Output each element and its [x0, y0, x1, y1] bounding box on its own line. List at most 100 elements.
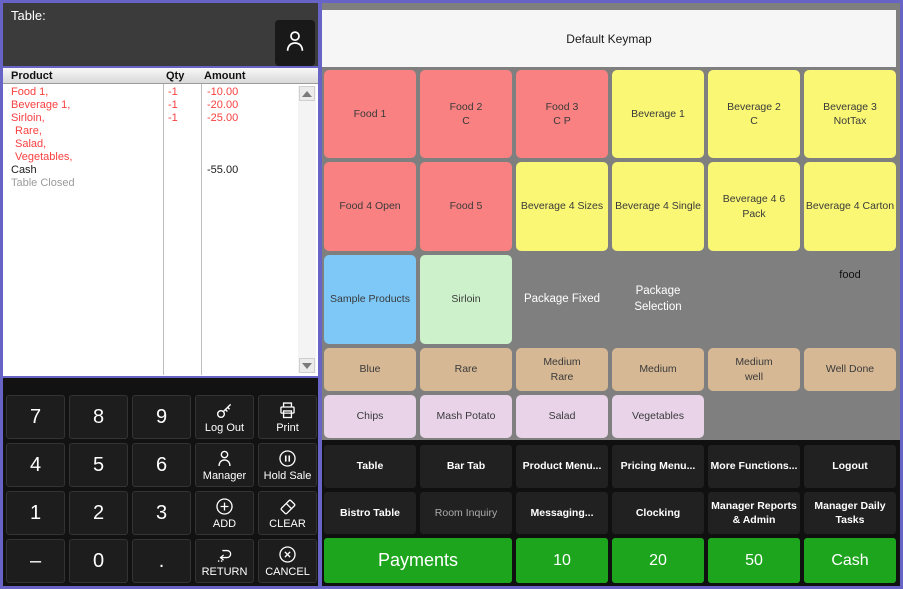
- order-cell: Table Closed: [11, 177, 75, 189]
- keymap-button-bar-tab[interactable]: Bar Tab: [420, 445, 512, 488]
- keymap-button-well-done[interactable]: Well Done: [804, 348, 896, 391]
- keymap-button-messaging[interactable]: Messaging...: [516, 492, 608, 534]
- keypad-add[interactable]: ADD: [195, 491, 254, 535]
- order-row-beverage-1[interactable]: Beverage 1, -1 -20.00: [3, 99, 318, 112]
- order-row-salad[interactable]: Salad,: [3, 138, 318, 151]
- scroll-up-icon: [302, 90, 312, 97]
- order-cell: -25.00: [207, 112, 239, 124]
- order-row-table-closed[interactable]: Table Closed: [3, 177, 318, 190]
- keypad-clear[interactable]: CLEAR: [258, 491, 317, 535]
- scroll-down-button[interactable]: [299, 358, 315, 373]
- order-cell: -1: [168, 86, 178, 98]
- keypad-return[interactable]: RETURN: [195, 539, 254, 583]
- keymap-button-beverage-3-nottax[interactable]: Beverage 3 NotTax: [804, 70, 896, 158]
- keymap-button-sirloin[interactable]: Sirloin: [420, 255, 512, 344]
- keypad-0[interactable]: 0: [69, 539, 128, 583]
- order-cell: -10.00: [207, 86, 239, 98]
- keypad-7[interactable]: 7: [6, 395, 65, 439]
- key-icon: [214, 400, 235, 421]
- keypad-3[interactable]: 3: [132, 491, 191, 535]
- keymap-button-food-1[interactable]: Food 1: [324, 70, 416, 158]
- keymap-button-food-3-c-p[interactable]: Food 3 C P: [516, 70, 608, 158]
- keypad-cancel[interactable]: CANCEL: [258, 539, 317, 583]
- keymap-button-food-5[interactable]: Food 5: [420, 162, 512, 251]
- keymap-button-sample-products[interactable]: Sample Products: [324, 255, 416, 344]
- order-cell: -55.00: [207, 164, 239, 176]
- keypad-1[interactable]: 1: [6, 491, 65, 535]
- keymap-button-manager-daily-tasks[interactable]: Manager Daily Tasks: [804, 492, 896, 534]
- keymap-button-medium[interactable]: Medium: [612, 348, 704, 391]
- user-icon: [282, 28, 308, 59]
- order-row-sirloin[interactable]: Sirloin, -1 -25.00: [3, 112, 318, 125]
- keymap-button-rare[interactable]: Rare: [420, 348, 512, 391]
- keymap-button-vegetables[interactable]: Vegetables: [612, 395, 704, 438]
- column-header-qty: Qty: [166, 70, 185, 82]
- keymap-button-beverage-4-sizes[interactable]: Beverage 4 Sizes: [516, 162, 608, 251]
- table-label: Table:: [11, 8, 46, 23]
- keymap-button-beverage-4-carton[interactable]: Beverage 4 Carton: [804, 162, 896, 251]
- keymap-button-bistro-table[interactable]: Bistro Table: [324, 492, 416, 534]
- keymap-button-pricing-menu[interactable]: Pricing Menu...: [612, 445, 704, 488]
- keypad-label: CANCEL: [265, 566, 310, 578]
- keymap-button-package-selection[interactable]: Package Selection: [634, 284, 682, 313]
- keypad-log-out[interactable]: Log Out: [195, 395, 254, 439]
- keymap-button-medium-rare[interactable]: Medium Rare: [516, 348, 608, 391]
- keymap-button-payments[interactable]: Payments: [324, 538, 512, 583]
- keymap-button-chips[interactable]: Chips: [324, 395, 416, 438]
- keypad-label: Manager: [202, 470, 247, 482]
- order-row-cash[interactable]: Cash -55.00: [3, 164, 318, 177]
- keymap-button-logout[interactable]: Logout: [804, 445, 896, 488]
- keypad-[interactable]: –: [6, 539, 65, 583]
- keymap-button-medium-well[interactable]: Medium well: [708, 348, 800, 391]
- keymap-button-salad[interactable]: Salad: [516, 395, 608, 438]
- keypad-label: Log Out: [204, 422, 245, 434]
- keypad-hold-sale[interactable]: Hold Sale: [258, 443, 317, 487]
- keypad-label: RETURN: [201, 566, 248, 578]
- keymap-button-10[interactable]: 10: [516, 538, 608, 583]
- keymap-button-clocking[interactable]: Clocking: [612, 492, 704, 534]
- keymap-button-beverage-2-c[interactable]: Beverage 2 C: [708, 70, 800, 158]
- keymap-button-table[interactable]: Table: [324, 445, 416, 488]
- keypad: 7 8 9 Log Out Print 4 5 6 Manager Hold Sale 1 2 3 ADD…: [3, 378, 318, 586]
- pause-circle-icon: [277, 448, 298, 469]
- order-cell: Rare,: [15, 125, 42, 137]
- keypad-manager[interactable]: Manager: [195, 443, 254, 487]
- keymap-title: Default Keymap: [566, 31, 652, 46]
- order-cell: Beverage 1,: [11, 99, 71, 111]
- keypad-4[interactable]: 4: [6, 443, 65, 487]
- keypad-5[interactable]: 5: [69, 443, 128, 487]
- order-panel: Table: Product Qty Amount: [3, 3, 318, 586]
- keymap-button-more-functions[interactable]: More Functions...: [708, 445, 800, 488]
- scroll-up-button[interactable]: [299, 86, 315, 101]
- order-row-food-1[interactable]: Food 1, -1 -10.00: [3, 86, 318, 99]
- keymap-button-mash-potato[interactable]: Mash Potato: [420, 395, 512, 438]
- keypad-2[interactable]: 2: [69, 491, 128, 535]
- keymap-button-50[interactable]: 50: [708, 538, 800, 583]
- keymap-button-beverage-4-single[interactable]: Beverage 4 Single: [612, 162, 704, 251]
- keymap-button-blue[interactable]: Blue: [324, 348, 416, 391]
- column-header-product: Product: [11, 70, 53, 82]
- keypad-9[interactable]: 9: [132, 395, 191, 439]
- keypad-8[interactable]: 8: [69, 395, 128, 439]
- order-row-vegetables[interactable]: Vegetables,: [3, 151, 318, 164]
- user-button[interactable]: [275, 20, 315, 66]
- order-scrollbar[interactable]: [298, 86, 316, 373]
- keymap-button-product-menu[interactable]: Product Menu...: [516, 445, 608, 488]
- cancel-circle-icon: [277, 544, 298, 565]
- keymap-button-food-4-open[interactable]: Food 4 Open: [324, 162, 416, 251]
- keymap-button-room-inquiry[interactable]: Room Inquiry: [420, 492, 512, 534]
- keymap-button-package-fixed[interactable]: Package Fixed: [523, 292, 601, 305]
- order-cell: Vegetables,: [15, 151, 73, 163]
- keypad-[interactable]: .: [132, 539, 191, 583]
- keymap-button-20[interactable]: 20: [612, 538, 704, 583]
- keymap-button-manager-reports-admin[interactable]: Manager Reports & Admin: [708, 492, 800, 534]
- keymap-button-beverage-1[interactable]: Beverage 1: [612, 70, 704, 158]
- keypad-print[interactable]: Print: [258, 395, 317, 439]
- scroll-down-icon: [302, 362, 312, 369]
- order-row-rare[interactable]: Rare,: [3, 125, 318, 138]
- keypad-6[interactable]: 6: [132, 443, 191, 487]
- keymap-button-food-2-c[interactable]: Food 2 C: [420, 70, 512, 158]
- keymap-button-beverage-4-6-pack[interactable]: Beverage 4 6 Pack: [708, 162, 800, 251]
- person-icon: [214, 448, 235, 469]
- keymap-button-cash[interactable]: Cash: [804, 538, 896, 583]
